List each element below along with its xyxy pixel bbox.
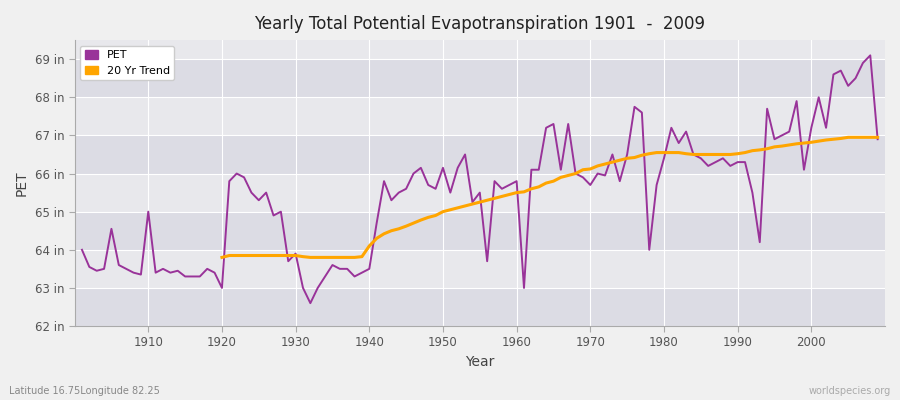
X-axis label: Year: Year xyxy=(465,355,494,369)
20 Yr Trend xyxy=(305,255,316,260)
PET xyxy=(76,247,87,252)
20 Yr Trend xyxy=(842,135,853,140)
PET xyxy=(607,152,617,157)
Bar xyxy=(75,174,885,212)
PET xyxy=(349,274,360,279)
Line: 20 Yr Trend: 20 Yr Trend xyxy=(222,137,878,258)
20 Yr Trend xyxy=(673,150,684,155)
Legend: PET, 20 Yr Trend: PET, 20 Yr Trend xyxy=(80,46,175,80)
Bar xyxy=(75,212,885,250)
PET xyxy=(872,137,883,142)
Text: Latitude 16.75Longitude 82.25: Latitude 16.75Longitude 82.25 xyxy=(9,386,160,396)
Line: PET: PET xyxy=(82,55,878,303)
PET xyxy=(865,53,876,58)
Text: worldspecies.org: worldspecies.org xyxy=(809,386,891,396)
Bar xyxy=(75,136,885,174)
20 Yr Trend xyxy=(217,255,228,260)
Bar xyxy=(75,250,885,288)
20 Yr Trend xyxy=(416,218,427,222)
Bar xyxy=(75,59,885,97)
PET xyxy=(305,301,316,306)
Y-axis label: PET: PET xyxy=(15,170,29,196)
Bar xyxy=(75,97,885,136)
Bar xyxy=(75,288,885,326)
PET xyxy=(136,272,147,277)
Title: Yearly Total Potential Evapotranspiration 1901  -  2009: Yearly Total Potential Evapotranspiratio… xyxy=(255,15,706,33)
PET xyxy=(518,286,529,290)
20 Yr Trend xyxy=(761,146,772,151)
20 Yr Trend xyxy=(850,135,861,140)
20 Yr Trend xyxy=(777,144,788,148)
20 Yr Trend xyxy=(872,135,883,140)
PET xyxy=(511,179,522,184)
PET xyxy=(298,286,309,290)
